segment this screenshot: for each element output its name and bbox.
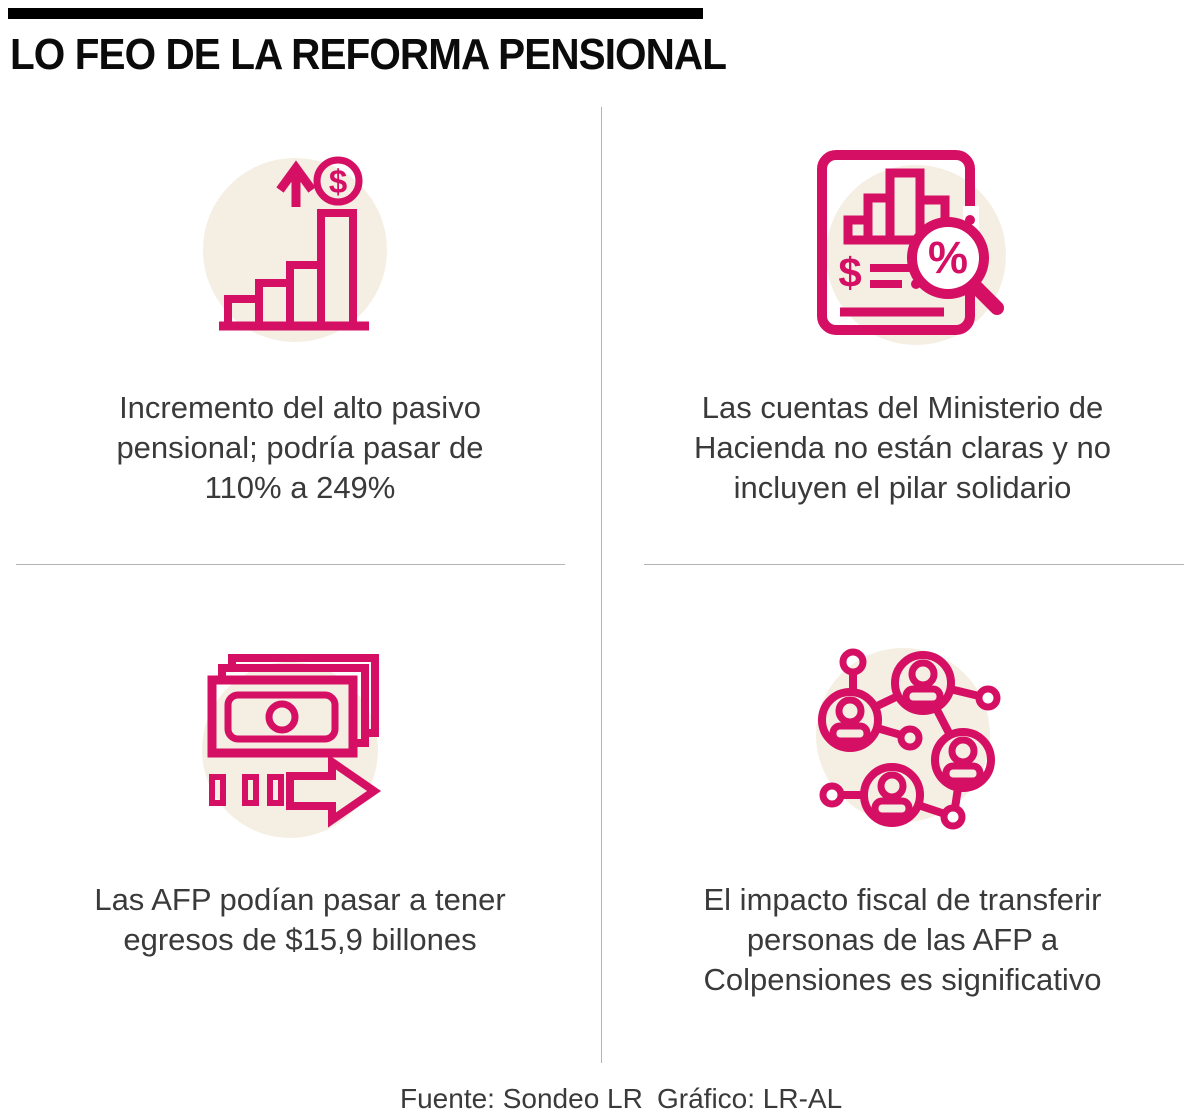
text-line: Hacienda no están claras y no	[693, 430, 1112, 465]
text-line: pensional; podría pasar de	[116, 430, 484, 465]
text-line: Colpensiones es significativo	[703, 962, 1102, 997]
vertical-divider	[601, 107, 602, 1063]
banknotes-outflow-arrow-icon	[207, 654, 382, 828]
text-line: 110% a 249%	[204, 470, 396, 505]
page-title: LO FEO DE LA REFORMA PENSIONAL	[10, 30, 727, 79]
dollar-glyph: $	[838, 249, 861, 296]
text-line: Las cuentas del Ministerio de	[701, 390, 1104, 425]
text-line: incluyen el pilar solidario	[733, 470, 1072, 505]
quadrant-text-impacto: El impacto fiscal de transferir personas…	[625, 880, 1180, 1000]
horizontal-divider-left	[16, 564, 565, 565]
people-network-icon	[818, 648, 1001, 830]
financial-report-percent-magnifier-icon: $ %	[817, 150, 1004, 335]
text-line: egresos de $15,9 billones	[123, 922, 477, 957]
footer-credit: Gráfico: LR-AL	[657, 1083, 843, 1114]
horizontal-divider-right	[644, 564, 1184, 565]
percent-glyph: %	[928, 232, 968, 283]
rising-bar-chart-money-icon: $	[219, 156, 369, 331]
quadrant-text-cuentas: Las cuentas del Ministerio de Hacienda n…	[625, 388, 1180, 508]
text-line: Las AFP podían pasar a tener	[94, 882, 506, 917]
dollar-glyph: $	[329, 163, 347, 200]
title-accent-bar	[8, 8, 703, 19]
text-line: Incremento del alto pasivo	[119, 390, 481, 425]
quadrant-text-egresos: Las AFP podían pasar a tener egresos de …	[20, 880, 580, 960]
quadrant-text-pasivo: Incremento del alto pasivo pensional; po…	[20, 388, 580, 508]
text-line: personas de las AFP a	[746, 922, 1059, 957]
footer-source: Fuente: Sondeo LR	[400, 1083, 643, 1114]
text-line: El impacto fiscal de transferir	[703, 882, 1102, 917]
